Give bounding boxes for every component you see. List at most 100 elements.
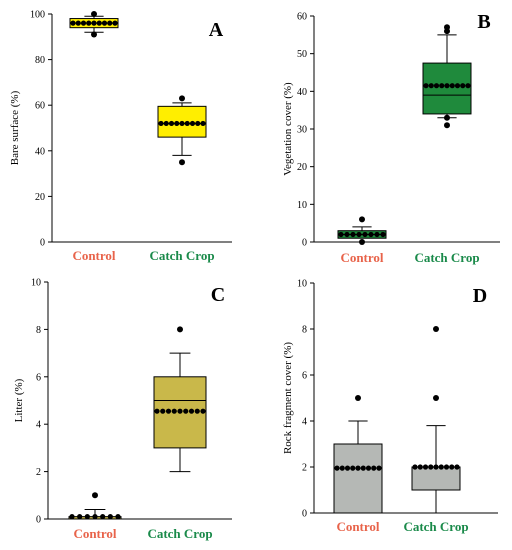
data-point — [454, 464, 460, 470]
panel-a: 0 20 40 60 80 100 Bare surface (%) A Control Catc… — [9, 10, 232, 263]
y-tick-label: 0 — [302, 238, 307, 249]
data-point — [84, 514, 90, 520]
data-point — [355, 465, 361, 471]
data-point — [362, 231, 368, 238]
category-label-control: Control — [336, 519, 379, 534]
data-point — [154, 408, 160, 414]
category-label-control: Control — [73, 526, 116, 541]
data-point — [77, 514, 83, 520]
outlier-point — [444, 114, 450, 121]
y-tick-label: 8 — [36, 325, 41, 336]
category-label-control: Control — [340, 250, 383, 265]
data-point — [344, 231, 350, 238]
data-point — [339, 465, 345, 471]
panel-d: 0 2 4 6 8 10 Rock fragment cover (%) D Control Ca… — [282, 279, 498, 534]
data-point — [350, 231, 356, 238]
data-point — [112, 20, 118, 26]
panel-c: 0 2 4 6 8 10 Litter (%) C Control Catch Crop — [13, 278, 232, 541]
data-point — [344, 465, 351, 471]
outlier-point — [359, 216, 365, 223]
y-axis-title: Litter (%) — [13, 378, 25, 422]
outlier-point — [433, 395, 439, 401]
y-tick-label: 30 — [297, 125, 307, 136]
data-point — [423, 83, 429, 89]
box-catch-crop — [411, 326, 461, 514]
data-point — [101, 20, 108, 26]
data-point — [158, 120, 164, 127]
data-point — [443, 464, 450, 470]
data-point — [365, 465, 372, 471]
data-point — [184, 120, 190, 127]
data-point — [194, 408, 200, 414]
outlier-point — [92, 492, 98, 499]
data-point — [163, 120, 169, 127]
box-catch-crop — [157, 95, 207, 166]
y-tick-label: 50 — [297, 49, 307, 60]
data-point — [360, 465, 366, 471]
data-point — [356, 231, 362, 238]
data-point — [86, 20, 92, 26]
y-tick-label: 0 — [302, 509, 307, 520]
category-label-catch-crop: Catch Crop — [149, 248, 214, 263]
y-tick-label: 20 — [35, 192, 45, 203]
box-control — [333, 395, 383, 514]
data-point — [449, 464, 455, 470]
outlier-point — [444, 24, 450, 31]
y-tick-label: 20 — [297, 162, 307, 173]
data-point — [438, 464, 444, 470]
data-point — [454, 83, 461, 89]
data-point — [92, 514, 98, 520]
data-point — [422, 464, 429, 470]
data-point — [412, 464, 418, 470]
y-tick-label: 8 — [302, 325, 307, 336]
data-point — [189, 120, 196, 127]
box-body — [422, 62, 472, 115]
data-point — [444, 83, 450, 89]
data-point — [368, 231, 374, 238]
data-point — [200, 120, 206, 127]
y-tick-label: 60 — [297, 12, 307, 23]
y-tick-label: 4 — [36, 420, 41, 431]
y-tick-label: 80 — [35, 55, 45, 66]
outlier-point — [444, 122, 450, 129]
data-point — [433, 464, 439, 470]
box-body — [333, 443, 383, 514]
data-point — [171, 408, 177, 414]
outlier-point — [355, 395, 361, 401]
box-control — [337, 216, 387, 245]
y-tick-label: 6 — [36, 372, 41, 383]
data-point — [160, 408, 166, 414]
data-point — [183, 408, 189, 414]
data-point — [75, 20, 81, 26]
outlier-point — [179, 95, 185, 102]
data-point — [80, 20, 87, 26]
category-label-catch-crop: Catch Crop — [403, 519, 468, 534]
data-point — [200, 408, 206, 414]
box-control — [69, 11, 119, 38]
data-point — [69, 514, 75, 520]
data-point — [96, 20, 102, 26]
data-point — [338, 231, 344, 238]
data-point — [439, 83, 445, 89]
category-label-catch-crop: Catch Crop — [147, 526, 212, 541]
outlier-point — [177, 326, 183, 333]
outlier-point — [179, 159, 185, 166]
panel-letter: C — [211, 284, 225, 306]
y-axis-title: Rock fragment cover (%) — [282, 342, 294, 454]
data-point — [195, 120, 201, 127]
y-tick-label: 4 — [302, 417, 307, 428]
category-label-catch-crop: Catch Crop — [414, 250, 479, 265]
box-body — [411, 466, 461, 491]
outlier-point — [359, 239, 365, 245]
y-tick-label: 2 — [302, 463, 307, 474]
box-catch-crop — [422, 24, 472, 129]
y-tick-label: 10 — [297, 279, 307, 290]
category-label-control: Control — [72, 248, 115, 263]
y-tick-label: 40 — [35, 146, 45, 157]
y-axis-title: Vegetation cover (%) — [282, 82, 294, 176]
data-point — [428, 83, 434, 89]
y-tick-label: 2 — [36, 467, 41, 478]
data-point — [374, 231, 380, 238]
data-point — [115, 514, 121, 520]
data-point — [380, 231, 386, 238]
